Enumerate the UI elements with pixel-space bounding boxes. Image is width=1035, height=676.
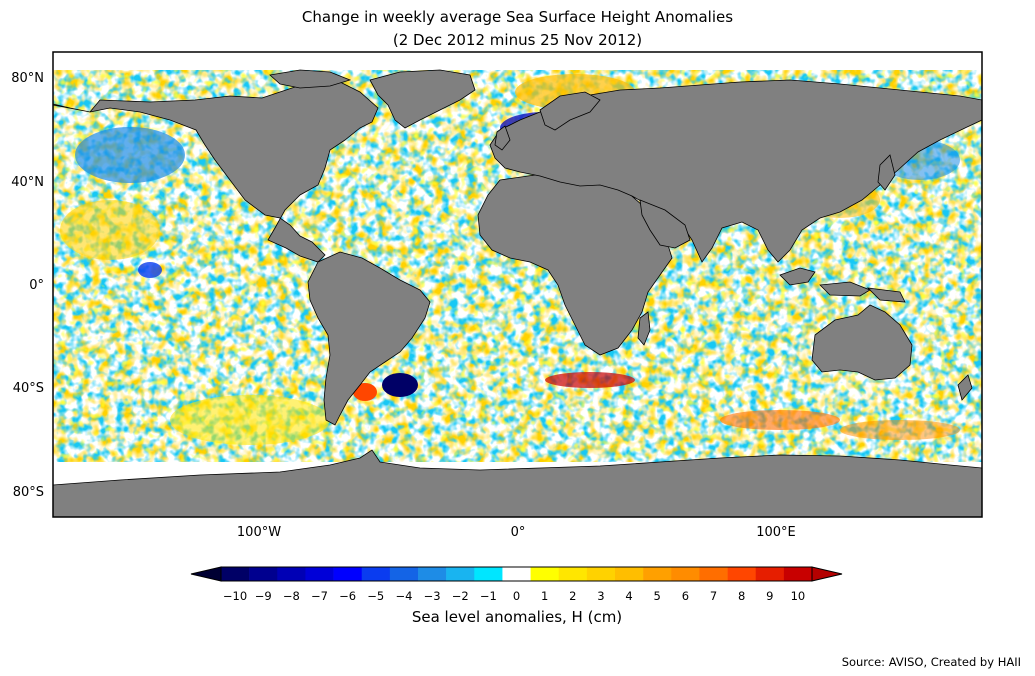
lat-tick-label: 40°N: [11, 175, 44, 190]
colorbar-tick-label: −9: [255, 589, 272, 603]
colorbar-tick-label: −8: [283, 589, 300, 603]
colorbar-tick-label: 3: [597, 589, 604, 603]
colorbar-tick-label: −2: [452, 589, 469, 603]
colorbar-tick-label: −5: [367, 589, 384, 603]
south-america-land: [307, 251, 431, 426]
scandinavia-land: [539, 91, 601, 131]
colorbar-swatch: [586, 567, 616, 581]
colorbar-tick-label: −6: [339, 589, 356, 603]
colorbar-label: Sea level anomalies, H (cm): [412, 608, 622, 626]
colorbar: −10 −9 −8 −7 −6 −5 −4 −3 −2 −1 0 1 2 3 4 5 6 7 8 9 10: [190, 566, 843, 603]
map-plot-area: [53, 52, 982, 517]
colorbar-tick-label: 6: [682, 589, 689, 603]
colorbar-swatch: [558, 567, 588, 581]
colorbar-tick-label: 8: [738, 589, 745, 603]
colorbar-tick-label: 2: [569, 589, 576, 603]
colorbar-tick-label: 5: [654, 589, 661, 603]
colorbar-swatch: [783, 567, 813, 581]
lon-tick-label: 100°W: [237, 525, 281, 540]
map-title: Change in weekly average Sea Surface Hei…: [301, 8, 734, 26]
colorbar-swatch: [474, 567, 503, 581]
colorbar-tick-label: 9: [766, 589, 773, 603]
colorbar-swatch: [361, 567, 391, 581]
colorbar-swatch: [643, 567, 672, 581]
colorbar-tick-label: 7: [710, 589, 717, 603]
colorbar-over-arrow: [811, 566, 843, 582]
latitude-ticks: 80°N 40°N 0° 40°S 80°S: [11, 71, 44, 500]
eurasia-land: [489, 79, 982, 263]
lat-tick-label: 0°: [29, 278, 44, 293]
uk-land: [494, 125, 511, 151]
land-masses: [53, 69, 982, 517]
indonesia-land: [779, 267, 906, 303]
colorbar-under-arrow: [190, 566, 222, 582]
colorbar-swatch: [755, 567, 785, 581]
madagascar-land: [637, 311, 651, 346]
colorbar-tick-label: −4: [395, 589, 412, 603]
lat-tick-label: 80°S: [13, 485, 44, 500]
colorbar-swatch: [389, 567, 419, 581]
source-credit: Source: AVISO, Created by HAII: [841, 655, 1021, 669]
colorbar-tick-label: −10: [223, 589, 247, 603]
colorbar-frame: [220, 566, 813, 582]
colorbar-tick-label: −1: [480, 589, 497, 603]
colorbar-swatch: [249, 567, 278, 581]
japan-land: [877, 154, 896, 191]
colorbar-tick-label: 4: [625, 589, 632, 603]
colorbar-tick-label: −7: [311, 589, 328, 603]
arctic-islands-land: [269, 69, 352, 89]
colorbar-swatch: [333, 567, 363, 581]
colorbar-swatch: [699, 567, 728, 581]
colorbar-swatch: [305, 567, 334, 581]
australia-land: [811, 304, 913, 381]
colorbar-tick-label: 1: [541, 589, 548, 603]
north-america-land: [53, 81, 379, 263]
colorbar-swatch: [446, 567, 475, 581]
new-zealand-land: [957, 374, 973, 401]
map-frame: [52, 51, 983, 518]
colorbar-swatch: [418, 567, 447, 581]
colorbar-swatch: [727, 567, 757, 581]
antarctica-land: [53, 449, 982, 517]
colorbar-swatch: [530, 567, 560, 581]
colorbar-swatch: [502, 567, 531, 581]
longitude-ticks: 100°W 0° 100°E: [237, 525, 796, 540]
colorbar-tick-label: 0: [513, 589, 520, 603]
lat-tick-label: 40°S: [13, 381, 44, 396]
lon-tick-label: 0°: [511, 525, 526, 540]
colorbar-tick-label: 10: [791, 589, 806, 603]
arabia-land: [639, 199, 691, 249]
lat-tick-label: 80°N: [11, 71, 44, 86]
lon-tick-label: 100°E: [756, 525, 796, 540]
colorbar-swatch: [615, 567, 644, 581]
colorbar-swatch: [221, 567, 250, 581]
greenland-land: [369, 69, 476, 129]
colorbar-swatch: [671, 567, 700, 581]
map-subtitle: (2 Dec 2012 minus 25 Nov 2012): [392, 31, 643, 49]
colorbar-swatch: [277, 567, 306, 581]
colorbar-tick-label: −3: [424, 589, 441, 603]
